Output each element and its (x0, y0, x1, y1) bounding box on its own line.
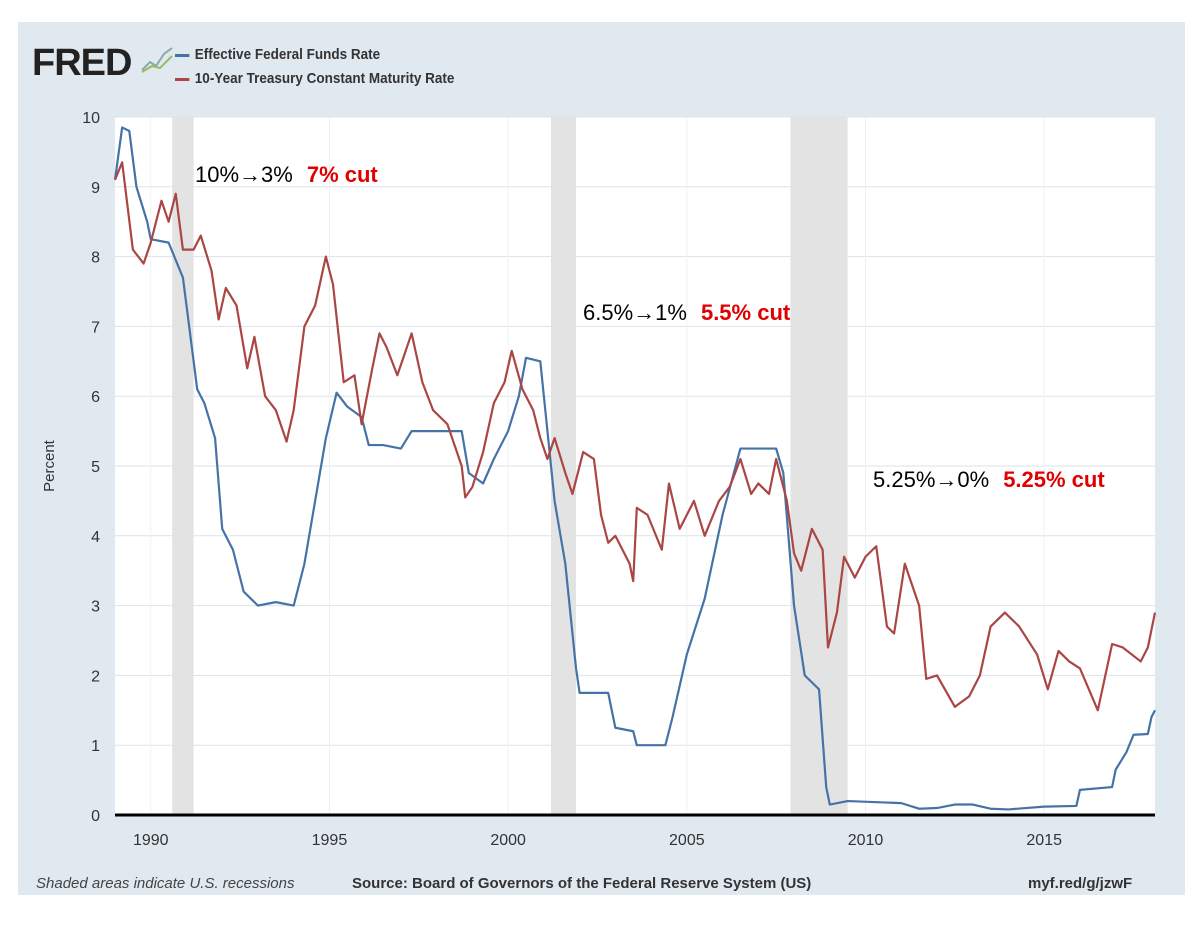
y-tick-label: 9 (91, 180, 100, 197)
footer-source: Source: Board of Governors of the Federa… (352, 875, 812, 892)
series-line-fed-funds (113, 126, 1156, 811)
series-line-treasury (113, 161, 1157, 712)
fred-logo: FRED (32, 42, 132, 84)
x-tick-label: 2000 (490, 832, 526, 849)
annotation-1990: 10%→3% 7% cut (195, 162, 378, 187)
legend-swatch (175, 53, 190, 57)
y-tick-label: 0 (91, 808, 100, 825)
x-tick-label: 1990 (133, 832, 169, 849)
y-tick-label: 5 (91, 459, 100, 476)
y-tick-label: 3 (91, 599, 100, 616)
y-axis-label: Percent (41, 439, 58, 492)
footer-link[interactable]: myf.red/g/jzwF (1028, 875, 1133, 892)
y-tick-label: 2 (91, 668, 100, 685)
legend-item-treasury: 10-Year Treasury Constant Maturity Rate (175, 70, 454, 87)
y-tick-label: 8 (91, 250, 100, 267)
y-tick-label: 1 (91, 738, 100, 755)
x-tick-label: 1995 (312, 832, 348, 849)
x-tick-label: 2010 (848, 832, 884, 849)
y-tick-label: 7 (91, 319, 100, 336)
footer-note: Shaded areas indicate U.S. recessions (36, 875, 295, 892)
fred-chart-icon (141, 47, 173, 73)
legend-item-fed-funds: Effective Federal Funds Rate (175, 46, 380, 63)
legend-swatch (175, 77, 190, 81)
y-tick-label: 6 (91, 389, 100, 406)
annotation-2001: 6.5%→1% 5.5% cut (583, 300, 791, 325)
y-tick-label: 10 (82, 110, 100, 127)
y-tick-label: 4 (91, 529, 100, 546)
x-tick-label: 2015 (1026, 832, 1062, 849)
annotation-2008: 5.25%→0% 5.25% cut (873, 467, 1105, 492)
x-tick-label: 2005 (669, 832, 705, 849)
